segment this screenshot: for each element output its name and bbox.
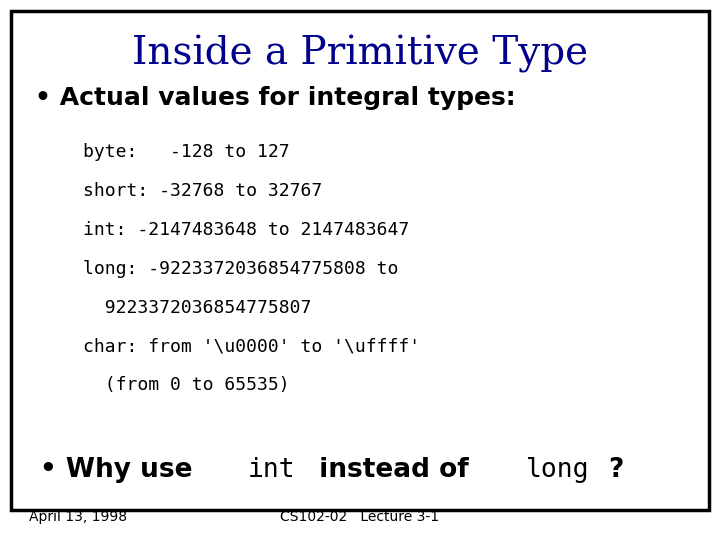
Text: long: long	[526, 457, 590, 483]
Text: (from 0 to 65535): (from 0 to 65535)	[83, 376, 289, 394]
Text: int: int	[248, 457, 296, 483]
Text: CS102-02   Lecture 3-1: CS102-02 Lecture 3-1	[280, 510, 440, 524]
Text: • Why use: • Why use	[40, 457, 201, 483]
Text: ?: ?	[608, 457, 624, 483]
Text: Inside a Primitive Type: Inside a Primitive Type	[132, 35, 588, 73]
Text: April 13, 1998: April 13, 1998	[29, 510, 127, 524]
Text: long: -9223372036854775808 to: long: -9223372036854775808 to	[83, 260, 398, 278]
Text: byte:   -128 to 127: byte: -128 to 127	[83, 143, 289, 161]
Text: instead of: instead of	[310, 457, 477, 483]
Text: • Actual values for integral types:: • Actual values for integral types:	[35, 86, 516, 110]
Text: short: -32768 to 32767: short: -32768 to 32767	[83, 182, 322, 200]
FancyBboxPatch shape	[11, 11, 709, 510]
Text: 9223372036854775807: 9223372036854775807	[83, 299, 311, 316]
Text: int: -2147483648 to 2147483647: int: -2147483648 to 2147483647	[83, 221, 409, 239]
Text: char: from '\u0000' to '\uffff': char: from '\u0000' to '\uffff'	[83, 338, 420, 355]
